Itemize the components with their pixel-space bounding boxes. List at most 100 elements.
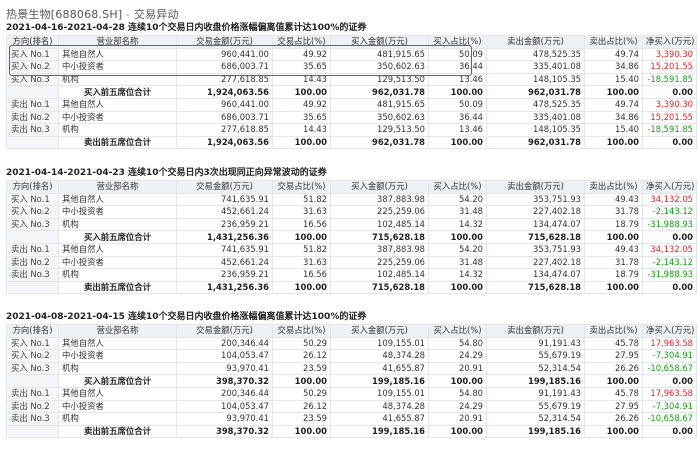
buy-pct-cell: 54.20 — [428, 192, 487, 207]
buy-pct-cell: 54.80 — [428, 386, 487, 401]
table-row: 买入 No.2 中小投资者 686,003.71 35.65 350,602.63 36.… — [6, 60, 697, 74]
seat-name-cell: 中小投资者 — [58, 205, 177, 219]
header-sell-pct: 卖出占比(%) — [584, 180, 643, 194]
sell-amount-cell: 91,191.43 — [486, 386, 585, 401]
sell-pct-cell: 27.95 — [584, 399, 643, 414]
sell-amount-cell: 55,679.19 — [486, 399, 585, 414]
sell-pct-cell: 18.79 — [584, 268, 643, 282]
net-buy-cell: -7,304.91 — [642, 349, 697, 363]
header-direction: 方向(排名) — [6, 180, 59, 194]
table-row: 卖出 No.2 中小投资者 452,661.24 31.63 225,259.06 31.… — [6, 255, 697, 270]
seat-table: 方向(排名) 营业部名称 交易金额(万元) 交易占比(%) 买入金额(万元) 买入占比(%… — [6, 35, 697, 150]
sell-amount-cell: 962,031.78 — [486, 135, 585, 150]
table-header-row: 方向(排名) 营业部名称 交易金额(万元) 交易占比(%) 买入金额(万元) 买入占比(%… — [6, 324, 697, 338]
direction-cell: 买入 No.3 — [6, 361, 59, 376]
sell-pct-cell: 26.26 — [584, 361, 643, 376]
trade-pct-cell: 51.82 — [272, 242, 331, 257]
net-buy-cell: 0.00 — [642, 135, 697, 150]
buy-amount-cell: 481,915.65 — [330, 47, 429, 62]
sell-pct-cell: 31.78 — [584, 255, 643, 270]
trade-pct-cell: 35.65 — [272, 60, 331, 74]
buy-pct-cell: 13.46 — [428, 123, 487, 137]
buy-pct-cell: 13.46 — [428, 72, 487, 87]
trade-pct-cell: 100.00 — [272, 280, 331, 295]
table-total-row: 卖出前五席位合计 398,370.32 100.00 199,185.16 100.00… — [6, 424, 697, 439]
table-row: 买入 No.3 机构 277,618.85 14.43 129,513.50 13.46 1… — [6, 72, 697, 87]
sell-pct-cell: 15.40 — [584, 72, 643, 87]
trade-pct-cell: 16.56 — [272, 217, 331, 232]
header-direction: 方向(排名) — [6, 324, 59, 338]
direction-cell: 卖出 No.3 — [6, 123, 59, 137]
section-3: 2021-04-08-2021-04-15 连续10个交易日内收盘价格涨幅偏离值… — [6, 311, 697, 439]
trade-pct-cell: 100.00 — [272, 424, 331, 439]
seat-name-cell: 中小投资者 — [58, 110, 177, 125]
sell-amount-cell: 227,402.18 — [486, 205, 585, 219]
sell-amount-cell: 148,105.35 — [486, 72, 585, 87]
table-row: 卖出 No.3 机构 236,959.21 16.56 102,485.14 14.32 1… — [6, 268, 697, 282]
table-row: 卖出 No.1 其他自然人 200,346.44 50.29 109,155.01 54.… — [6, 386, 697, 401]
buy-pct-cell: 54.80 — [428, 336, 487, 351]
sell-pct-cell: 15.40 — [584, 123, 643, 137]
trade-amount-cell: 277,618.85 — [176, 72, 273, 87]
direction-cell: 买入 No.3 — [6, 217, 59, 232]
section-1: 2021-04-16-2021-04-28 连续10个交易日内收盘价格涨幅偏离值… — [6, 22, 697, 150]
net-buy-cell: 0.00 — [642, 230, 697, 244]
table-row: 卖出 No.3 机构 277,618.85 14.43 129,513.50 13.46 1… — [6, 123, 697, 137]
header-trade-pct: 交易占比(%) — [272, 180, 331, 194]
trade-pct-cell: 16.56 — [272, 268, 331, 282]
buy-pct-cell: 36.44 — [428, 110, 487, 125]
seat-name-cell: 中小投资者 — [58, 399, 177, 414]
sell-amount-cell: 134,474.07 — [486, 217, 585, 232]
net-buy-cell: -18,591.85 — [642, 123, 697, 137]
buy-pct-cell: 36.44 — [428, 60, 487, 74]
sell-amount-cell: 52,314.54 — [486, 361, 585, 376]
header-seat-name: 营业部名称 — [58, 180, 177, 194]
net-buy-cell: -7,304.91 — [642, 399, 697, 414]
sell-amount-cell: 353,751.93 — [486, 192, 585, 207]
buy-amount-cell: 350,602.63 — [330, 60, 429, 74]
buy-pct-cell: 100.00 — [428, 374, 487, 388]
sell-amount-cell: 478,525.35 — [486, 97, 585, 112]
net-buy-cell: -10,658.67 — [642, 412, 697, 426]
trade-amount-cell: 686,003.71 — [176, 60, 273, 74]
seat-name-cell: 其他自然人 — [58, 336, 177, 351]
trade-amount-cell: 1,924,063.56 — [176, 135, 273, 150]
trade-amount-cell: 104,053.47 — [176, 349, 273, 363]
direction-cell: 卖出 No.3 — [6, 412, 59, 426]
sell-amount-cell: 962,031.78 — [486, 85, 585, 99]
table-row: 卖出 No.1 其他自然人 741,635.91 51.82 387,883.98 54.… — [6, 242, 697, 257]
trade-pct-cell: 50.29 — [272, 386, 331, 401]
sell-amount-cell: 715,628.18 — [486, 230, 585, 244]
table-row: 卖出 No.2 中小投资者 104,053.47 26.12 48,374.28 24.2… — [6, 399, 697, 414]
header-seat-name: 营业部名称 — [58, 35, 177, 49]
trade-amount-cell: 1,924,063.56 — [176, 85, 273, 99]
buy-pct-cell: 100.00 — [428, 424, 487, 439]
table-total-row: 买入前五席位合计 1,431,256.36 100.00 715,628.18 100.… — [6, 230, 697, 244]
net-buy-cell: -2,143.12 — [642, 255, 697, 270]
net-buy-cell: 0.00 — [642, 85, 697, 99]
buy-amount-cell: 225,259.06 — [330, 255, 429, 270]
section-title: 2021-04-16-2021-04-28 连续10个交易日内收盘价格涨幅偏离值… — [6, 23, 367, 33]
buy-pct-cell: 100.00 — [428, 280, 487, 295]
sell-pct-cell: 49.74 — [584, 97, 643, 112]
trade-amount-cell: 93,970.41 — [176, 412, 273, 426]
header-direction: 方向(排名) — [6, 35, 59, 49]
direction-cell: 买入 No.1 — [6, 336, 59, 351]
buy-amount-cell: 109,155.01 — [330, 336, 429, 351]
buy-amount-cell: 41,655.87 — [330, 361, 429, 376]
direction-cell: 卖出 No.3 — [6, 268, 59, 282]
trade-amount-cell: 277,618.85 — [176, 123, 273, 137]
buy-pct-cell: 24.29 — [428, 399, 487, 414]
sell-pct-cell: 49.43 — [584, 192, 643, 207]
sell-amount-cell: 227,402.18 — [486, 255, 585, 270]
header-sell-amount: 卖出金额(万元) — [486, 324, 585, 338]
table-header-row: 方向(排名) 营业部名称 交易金额(万元) 交易占比(%) 买入金额(万元) 买入占比(%… — [6, 35, 697, 49]
trade-pct-cell: 100.00 — [272, 230, 331, 244]
buy-amount-cell: 715,628.18 — [330, 230, 429, 244]
direction-cell: 卖出 No.2 — [6, 399, 59, 414]
buy-pct-cell: 24.29 — [428, 349, 487, 363]
buy-pct-cell: 100.00 — [428, 135, 487, 150]
table-total-row: 买入前五席位合计 1,924,063.56 100.00 962,031.78 100.… — [6, 85, 697, 99]
seat-name-cell: 机构 — [58, 123, 177, 137]
table-row: 卖出 No.3 机构 93,970.41 23.59 41,655.87 20.91 52,… — [6, 412, 697, 426]
